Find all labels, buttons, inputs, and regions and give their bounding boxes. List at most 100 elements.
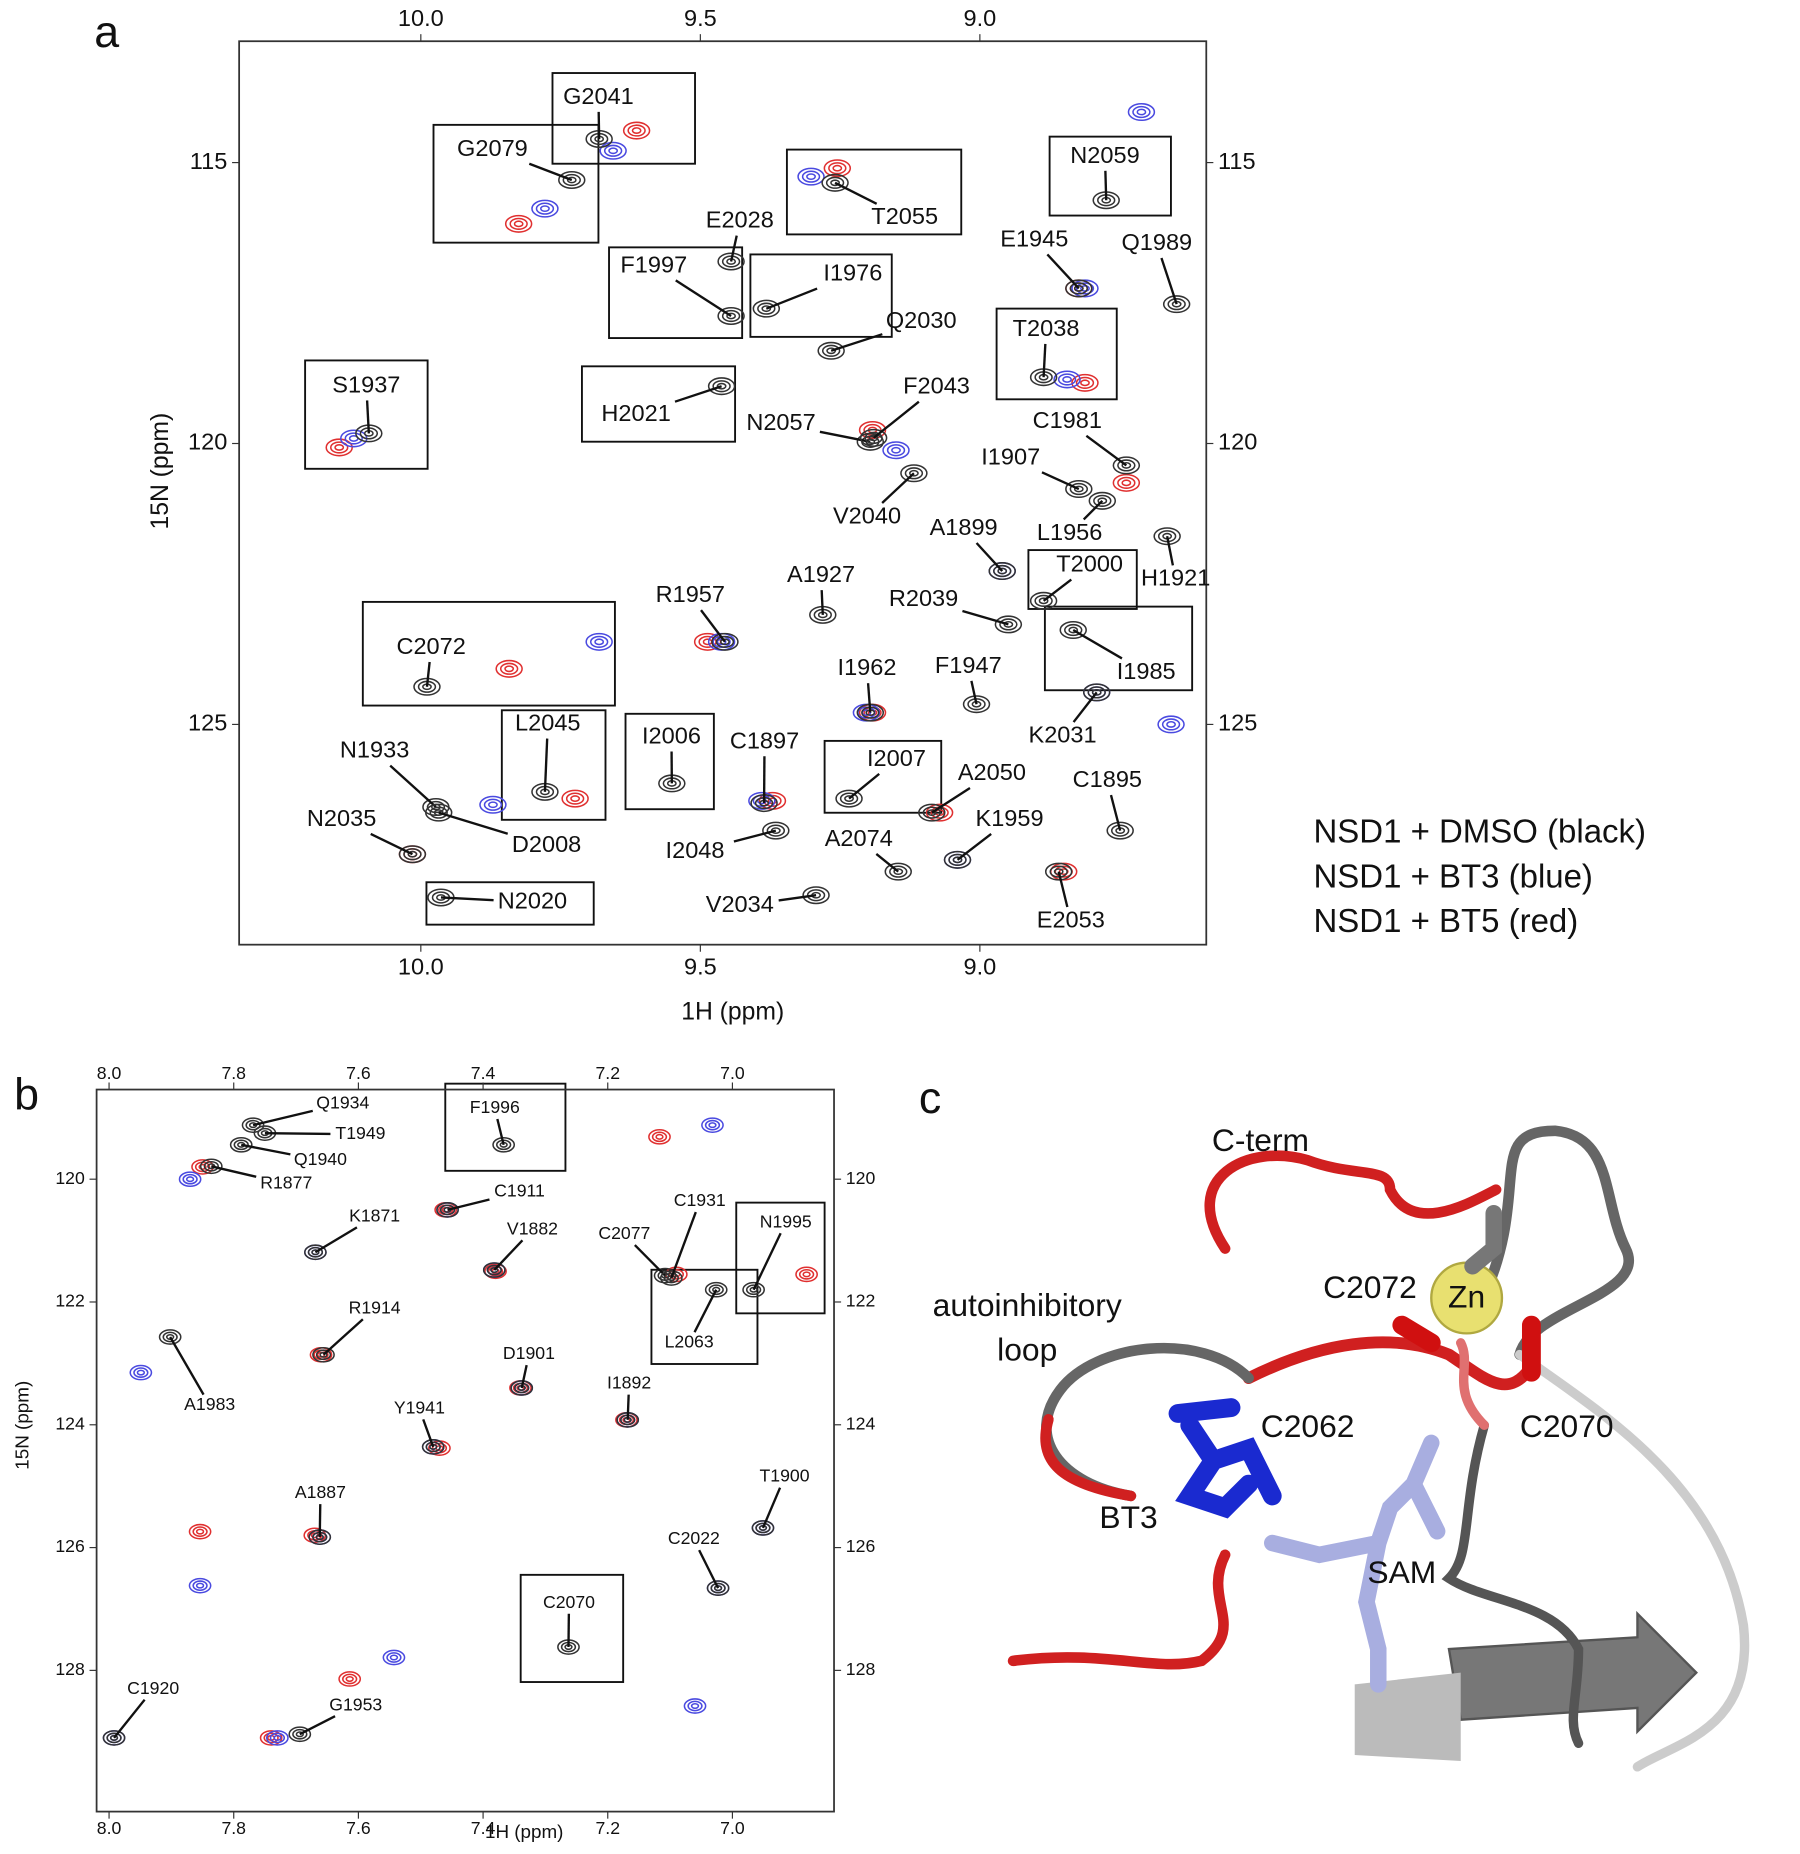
peak [1106,821,1134,840]
loop-red [1204,1150,1502,1254]
peak [288,1726,312,1743]
leader-line [931,787,971,814]
backbone [1514,1349,1750,1772]
contour [627,124,646,137]
leader-line [1046,253,1080,290]
y-tick-label: 115 [190,148,228,174]
leader-line [733,829,777,843]
peak [683,1698,707,1714]
peak [882,441,910,460]
contour [307,1246,324,1258]
peak [325,438,353,457]
peak [312,1346,335,1363]
contour [389,1654,399,1661]
peak [1162,295,1191,314]
peak [558,170,586,190]
peak-label: Q1989 [1121,229,1192,255]
leader-line [670,1211,697,1279]
contour [325,438,353,457]
contour [755,1522,771,1534]
contour [997,567,1008,575]
peak [1088,491,1117,510]
contour [421,1439,445,1455]
peak [561,789,589,808]
leader-line [365,400,371,434]
x-tick-label: 7.2 [595,1063,620,1083]
contour [439,1204,456,1216]
peak-label: E2053 [1037,906,1105,932]
cysteine [1392,1315,1541,1382]
leader-line [211,1165,257,1178]
contour [565,792,585,805]
peak [479,795,507,814]
contour [828,162,847,175]
contour [233,1139,249,1151]
y-tick-label: 124 [846,1413,876,1433]
contour [192,1526,208,1537]
x-tick-label: 10.0 [398,5,444,31]
contour [1167,298,1186,311]
x-axis-label: 1H (ppm) [485,1821,563,1842]
legend-entry: NSD1 + BT3 (blue) [1313,857,1592,894]
peak [1059,621,1087,640]
x-tick-label: 8.0 [97,1063,122,1083]
contour [1049,865,1068,878]
contour [707,377,736,396]
peak-label: T1900 [760,1466,810,1486]
box [519,1573,625,1683]
contour [1112,456,1141,475]
x-tick-label: 10.0 [398,953,444,979]
peak-label: V1882 [507,1218,558,1238]
contour [1080,285,1090,292]
contour [1071,279,1099,298]
contour [690,1702,700,1710]
panel: a 1H (ppm) 15N (ppm) 10.0 10.0 9.5 9.5 9.0 9.0 11… [94,5,1257,1025]
peak-label: A1927 [787,561,855,587]
contour [943,850,972,869]
peak-label: T2038 [1013,315,1080,341]
contour [1059,621,1087,640]
structure-label: C2062 [1261,1408,1355,1444]
peak [752,299,781,318]
peak-label: F1997 [620,251,687,277]
peak-label: K2031 [1029,721,1097,747]
leader-line [626,1394,630,1420]
peak [988,562,1016,581]
x-tick-label: 7.2 [595,1818,620,1838]
contour [319,1351,328,1358]
leader-line [440,896,494,902]
peak-label: Y1941 [394,1397,445,1417]
peak-label: V2034 [706,891,774,917]
structure-illustration [1007,1125,1750,1772]
contour [1106,821,1134,840]
leader-line [778,894,817,902]
peak-label: L2063 [665,1331,714,1351]
annotation-boxes [304,72,1194,1683]
contour [487,1265,504,1277]
y-tick-label: 124 [55,1413,85,1433]
structure-label: loop [997,1332,1057,1368]
peak [188,1523,212,1540]
contour [1080,379,1090,387]
contour [704,1281,728,1298]
peak-label: D1901 [503,1343,555,1363]
box [749,253,893,338]
x-tick-label: 9.5 [684,5,717,31]
contour [683,1698,707,1714]
contour [832,164,843,172]
peak-label: A2050 [958,759,1026,785]
structure-label: SAM [1367,1554,1436,1590]
legend-entry: NSD1 + DMSO (black) [1313,813,1646,850]
leader-line [881,472,915,504]
contour [561,789,589,808]
peak-label: L2045 [515,710,580,736]
y-tick-label: 122 [846,1291,875,1311]
contour [1053,370,1081,389]
peak-label: F1947 [935,652,1002,678]
contour [1093,494,1112,507]
leader-line [264,1131,331,1136]
contour [403,848,422,861]
contour [288,1726,312,1743]
peak [599,141,627,160]
